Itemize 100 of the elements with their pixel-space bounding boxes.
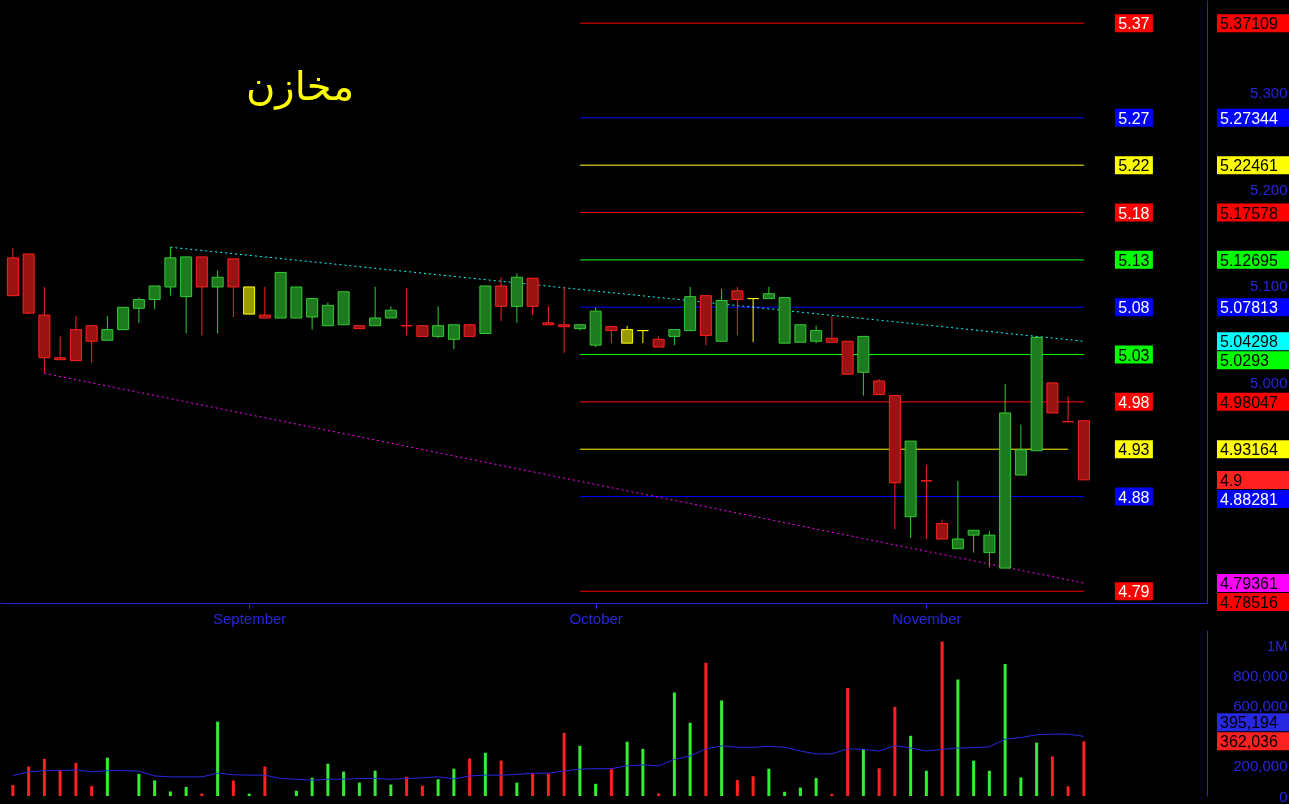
candlestick xyxy=(321,301,334,327)
bar xyxy=(798,787,802,796)
bar xyxy=(42,758,46,796)
candlestick xyxy=(936,519,949,540)
text: 4.79361 xyxy=(1220,575,1278,593)
candlestick xyxy=(101,315,114,341)
candlestick xyxy=(1062,396,1075,423)
y-tick-label: 5.000 xyxy=(1249,374,1288,392)
candlestick xyxy=(762,286,775,300)
bar xyxy=(1066,786,1070,796)
candlestick xyxy=(54,335,67,361)
bar xyxy=(515,782,519,796)
y-tick-label: 5.300 xyxy=(1249,83,1288,101)
bar xyxy=(767,768,771,796)
bar xyxy=(987,770,991,796)
y-tick-label: 1M xyxy=(1266,636,1288,654)
text: 4.88281 xyxy=(1220,490,1278,508)
bar xyxy=(1082,741,1086,796)
text: 4.98047 xyxy=(1220,393,1278,411)
y-tick-label: 200,000 xyxy=(1233,757,1288,775)
bar xyxy=(405,776,409,796)
bar xyxy=(594,783,598,796)
bar xyxy=(704,662,708,796)
text: 5.37 xyxy=(1118,15,1150,33)
text: 362,036 xyxy=(1220,733,1278,751)
bar xyxy=(562,732,566,796)
bar xyxy=(972,760,976,796)
y-tick-label: 5.100 xyxy=(1249,277,1288,295)
bar xyxy=(216,721,220,796)
bar xyxy=(625,741,629,796)
text: 5.27344 xyxy=(1220,109,1278,127)
bar xyxy=(357,782,361,796)
candlestick xyxy=(558,286,571,354)
candlestick xyxy=(117,306,130,331)
bar xyxy=(168,791,172,796)
text: 5.08 xyxy=(1118,299,1150,317)
bar xyxy=(58,769,62,796)
candlestick xyxy=(211,269,224,334)
bar xyxy=(184,786,188,796)
line-series xyxy=(12,733,1085,781)
text: 4.88 xyxy=(1118,488,1150,506)
text: 5.37109 xyxy=(1220,15,1278,33)
bar xyxy=(11,784,15,796)
text: 4.79 xyxy=(1118,583,1150,601)
bar xyxy=(546,773,550,796)
y-tick-label: 600,000 xyxy=(1233,696,1288,714)
text: 4.98 xyxy=(1118,393,1150,411)
y-tick-label: 5.200 xyxy=(1249,180,1288,198)
text: مخازن xyxy=(245,63,355,110)
candlestick xyxy=(731,286,744,336)
candlestick xyxy=(132,297,145,324)
bar xyxy=(924,770,928,796)
candlestick xyxy=(983,530,996,568)
text: 5.27 xyxy=(1118,109,1150,127)
candlestick xyxy=(432,305,445,339)
text: 5.17578 xyxy=(1220,204,1278,222)
bar xyxy=(751,776,755,796)
text: 4.93164 xyxy=(1220,441,1278,459)
text: 4.78516 xyxy=(1220,594,1278,612)
text: 5.18 xyxy=(1118,204,1150,222)
bar xyxy=(294,790,298,796)
candlestick xyxy=(825,315,838,343)
bar xyxy=(90,786,94,796)
bar xyxy=(1035,742,1039,796)
bar xyxy=(231,780,235,796)
bar xyxy=(783,791,787,796)
bar xyxy=(830,793,834,796)
text: 4.9 xyxy=(1220,471,1243,489)
candlestick xyxy=(85,325,98,364)
bar xyxy=(74,762,78,796)
y-tick-label: 800,000 xyxy=(1233,666,1288,684)
bar xyxy=(389,784,393,796)
candlestick xyxy=(258,286,271,319)
candlestick xyxy=(369,286,382,327)
text: 5.0293 xyxy=(1220,352,1270,370)
bar xyxy=(153,780,157,796)
candlestick xyxy=(920,464,933,540)
bar xyxy=(688,722,692,796)
bar xyxy=(735,780,739,796)
bar xyxy=(105,757,109,796)
text: 5.07813 xyxy=(1220,299,1278,317)
bar xyxy=(373,770,377,796)
bar xyxy=(861,748,865,796)
x-tick-label: October xyxy=(569,609,623,627)
bar xyxy=(578,745,582,796)
bar xyxy=(846,687,850,796)
bar xyxy=(1019,777,1023,796)
y-tick-label: 0 xyxy=(1279,787,1288,805)
candlestick xyxy=(495,276,508,322)
bar xyxy=(342,771,346,796)
bar xyxy=(499,760,503,796)
text: 5.22 xyxy=(1118,157,1150,175)
candlestick xyxy=(306,298,319,331)
bar xyxy=(326,763,330,796)
bar xyxy=(137,773,141,796)
candlestick xyxy=(951,480,964,550)
bar xyxy=(436,779,440,796)
bar xyxy=(483,752,487,796)
text: 5.04298 xyxy=(1220,333,1278,351)
candlestick xyxy=(542,305,555,326)
